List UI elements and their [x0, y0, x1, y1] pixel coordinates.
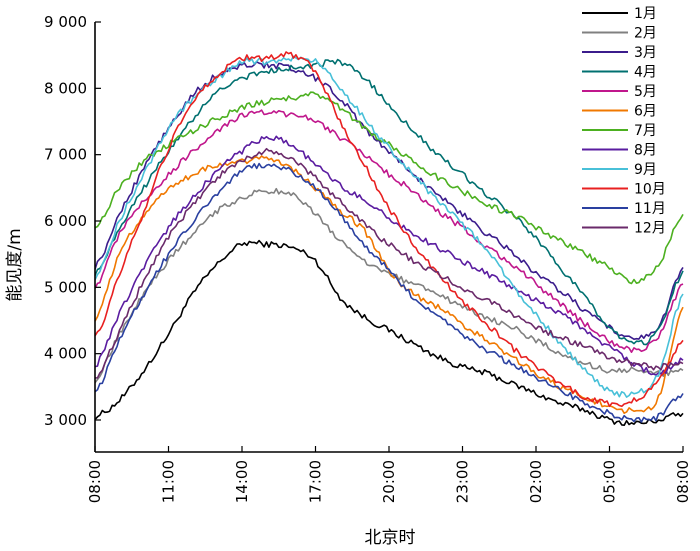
y-tick-label: 4 000 [44, 345, 87, 363]
y-tick-label: 8 000 [44, 79, 87, 97]
x-tick-label: 23:00 [454, 460, 472, 503]
legend-label: 3月 [634, 45, 657, 61]
legend-label: 7月 [634, 123, 657, 139]
x-tick-label: 05:00 [601, 460, 619, 503]
y-tick-label: 6 000 [44, 212, 87, 230]
legend-label: 12月 [634, 221, 666, 237]
series-line-2 [94, 187, 684, 384]
legend-label: 9月 [634, 162, 657, 178]
series-line-9 [94, 55, 684, 398]
legend-label: 6月 [634, 104, 657, 120]
legend-label: 10月 [634, 182, 666, 198]
y-tick-label: 7 000 [44, 146, 87, 164]
legend-label: 5月 [634, 84, 657, 100]
series-line-11 [94, 162, 684, 423]
series-line-10 [94, 51, 684, 408]
series-line-4 [94, 58, 684, 346]
y-axis-ticks: 3 000 4 000 5 000 6 000 7 000 8 000 9 000 [44, 13, 101, 429]
legend-label: 1月 [634, 6, 657, 22]
x-tick-label: 14:00 [233, 460, 251, 503]
legend-label: 2月 [634, 26, 657, 42]
x-tick-label: 02:00 [527, 460, 545, 503]
y-tick-label: 5 000 [44, 278, 87, 296]
series-line-8 [94, 135, 684, 376]
series-lines [94, 51, 684, 426]
series-line-12 [94, 147, 684, 379]
y-tick-label: 3 000 [44, 411, 87, 429]
x-axis-ticks: 08:00 11:00 14:00 17:00 20:00 23:00 02:00 05:00… [86, 446, 692, 503]
legend-label: 11月 [634, 201, 666, 217]
x-tick-label: 17:00 [307, 460, 325, 503]
x-tick-label: 08:00 [674, 460, 692, 503]
legend-label: 8月 [634, 143, 657, 159]
x-axis-title: 北京时 [365, 528, 416, 548]
x-tick-label: 11:00 [160, 460, 178, 503]
x-tick-label: 20:00 [380, 460, 398, 503]
series-line-5 [94, 109, 684, 353]
y-axis-title: 能见度/m [5, 228, 25, 301]
y-tick-label: 9 000 [44, 13, 87, 31]
legend-label: 4月 [634, 65, 657, 81]
series-line-6 [94, 155, 684, 414]
legend: 1月 2月 3月 4月 5月 6月 7月 8月 9月 10月 11月 12月 [582, 6, 666, 237]
series-line-1 [94, 239, 684, 426]
series-line-7 [94, 91, 684, 285]
series-line-3 [94, 61, 684, 340]
x-tick-label: 08:00 [86, 460, 104, 503]
